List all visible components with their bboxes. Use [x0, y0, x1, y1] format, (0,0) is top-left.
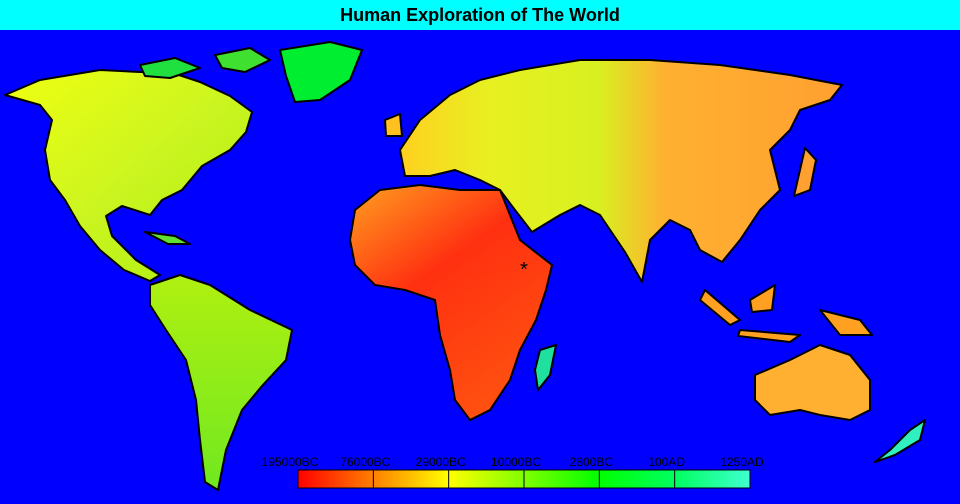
legend-label: 1250AD — [720, 455, 764, 469]
australia — [754, 344, 871, 421]
eurasia — [399, 59, 843, 283]
legend: 195000BC 76000BC 29000BC 10000BC 2800BC 100AD… — [262, 455, 764, 489]
madagascar — [534, 344, 557, 391]
south-america — [149, 274, 293, 491]
map-title: Human Exploration of The World — [340, 5, 620, 25]
japan — [793, 147, 817, 197]
caribbean — [144, 231, 191, 245]
origin-marker: * — [520, 259, 528, 281]
legend-label: 195000BC — [262, 455, 319, 469]
britain — [384, 113, 403, 137]
legend-label: 29000BC — [416, 455, 466, 469]
arctic-islands — [214, 47, 271, 73]
new-zealand — [874, 419, 926, 463]
title-bar — [0, 0, 960, 30]
landmasses — [4, 41, 926, 491]
arctic-islands — [139, 57, 201, 79]
africa — [349, 184, 553, 421]
legend-label: 76000BC — [340, 455, 390, 469]
legend-label: 100AD — [648, 455, 685, 469]
legend-label: 2800BC — [570, 455, 614, 469]
greenland — [279, 41, 363, 103]
indonesia — [699, 284, 873, 343]
legend-label: 10000BC — [491, 455, 541, 469]
